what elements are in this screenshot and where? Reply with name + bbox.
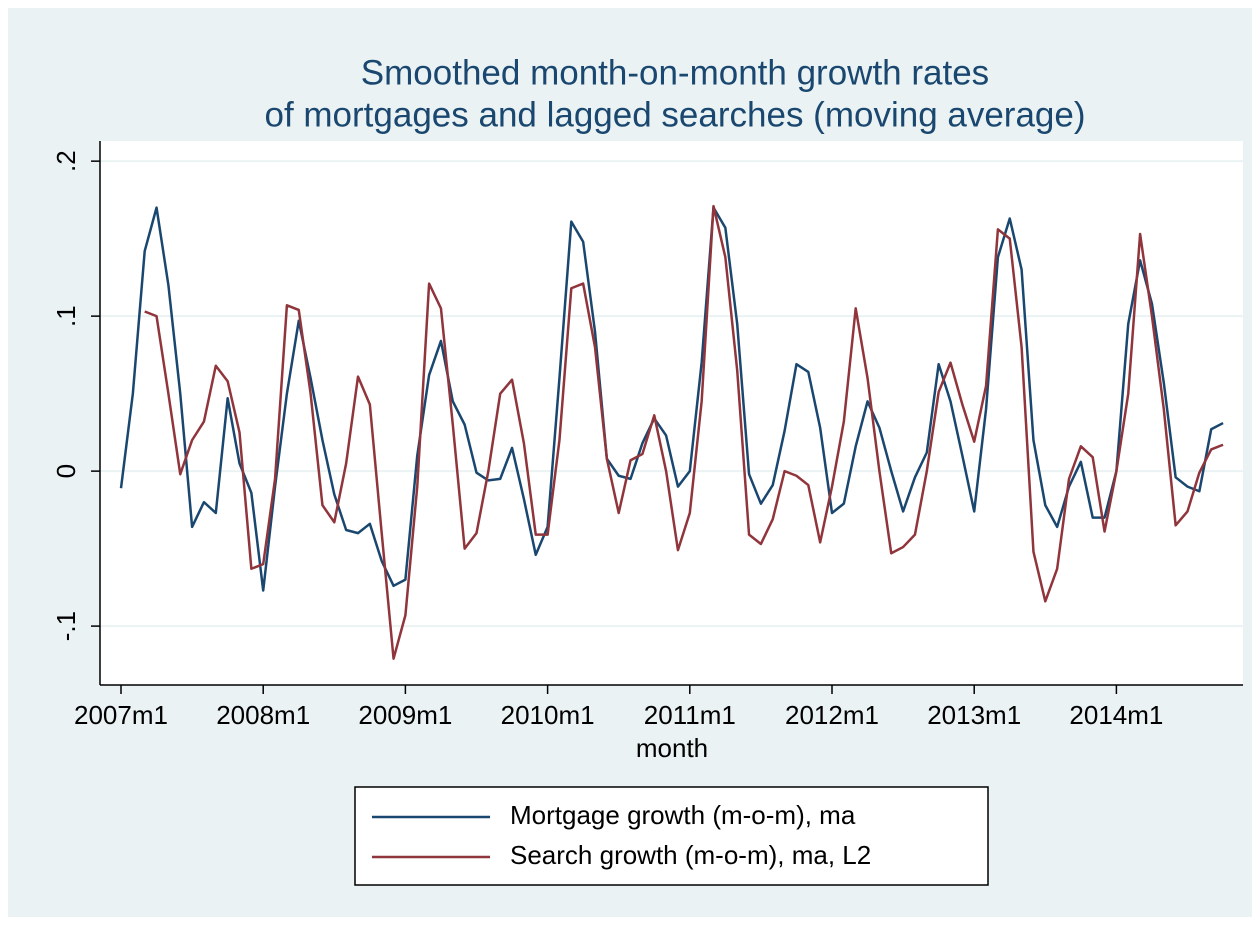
series-line: [144, 204, 1224, 660]
x-tick-label: 2007m1: [74, 700, 168, 730]
legend: [354, 786, 989, 886]
x-tick-label: 2008m1: [216, 700, 310, 730]
chart-title: of mortgages and lagged searches (moving…: [264, 95, 1085, 134]
plot-area: [100, 141, 1243, 685]
x-tick-label: 2014m1: [1069, 700, 1163, 730]
x-tick-label: 2013m1: [927, 700, 1021, 730]
legend-label: Search growth (m-o-m), ma, L2: [510, 840, 871, 870]
x-tick-label: 2009m1: [358, 700, 452, 730]
chart-title: Smoothed month-on-month growth rates: [361, 53, 989, 92]
x-axis-label: month: [636, 733, 708, 763]
y-tick-label: .1: [51, 305, 81, 327]
x-tick-label: 2010m1: [501, 700, 595, 730]
y-tick-label: -.1: [51, 611, 81, 641]
legend-label: Mortgage growth (m-o-m), ma: [510, 800, 856, 830]
y-tick-label: 0: [51, 464, 81, 478]
x-tick-label: 2011m1: [644, 700, 736, 730]
x-tick-label: 2012m1: [785, 700, 879, 730]
y-tick-label: .2: [51, 150, 81, 172]
